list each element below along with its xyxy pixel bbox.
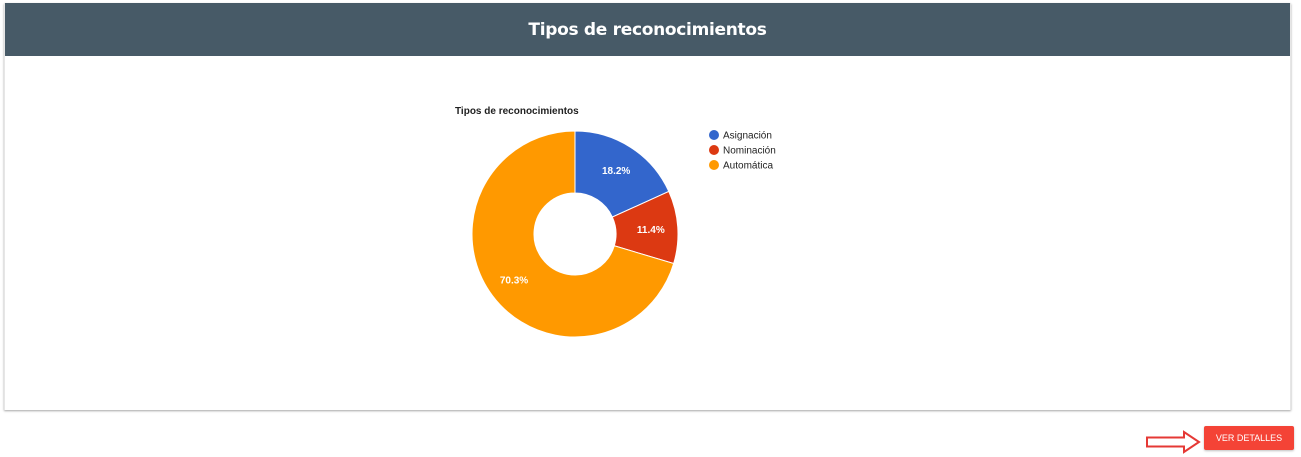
slice-label-0: 18.2% — [602, 166, 630, 177]
slice-0[interactable] — [574, 130, 670, 218]
legend-label-0[interactable]: Asignación — [723, 131, 772, 142]
chart-slice-labels: 18.2% 11.4% 70.3% — [500, 166, 665, 286]
chart-legend: Asignación Nominación Automática — [709, 130, 776, 172]
legend-label-2[interactable]: Automática — [723, 161, 773, 172]
slice-label-2: 70.3% — [500, 275, 528, 286]
slice-2[interactable] — [471, 130, 675, 338]
legend-marker-2 — [709, 160, 719, 170]
slice-label-1: 11.4% — [637, 225, 665, 236]
chart-slices — [471, 130, 679, 338]
legend-label-1[interactable]: Nominación — [723, 146, 776, 157]
view-details-button[interactable]: VER DETALLES — [1204, 426, 1294, 450]
legend-marker-0 — [709, 130, 719, 140]
donut-chart: Tipos de reconocimientos 18.2% 11.4% 70.3%… — [455, 106, 776, 338]
card-title: Tipos de reconocimientos — [528, 19, 767, 40]
chart-title: Tipos de reconocimientos — [455, 106, 579, 117]
card-header: Tipos de reconocimientos — [5, 3, 1290, 56]
arrow-icon — [1146, 430, 1201, 454]
legend-marker-1 — [709, 145, 719, 155]
chart-card: Tipos de reconocimientos Tipos de recono… — [4, 3, 1291, 410]
